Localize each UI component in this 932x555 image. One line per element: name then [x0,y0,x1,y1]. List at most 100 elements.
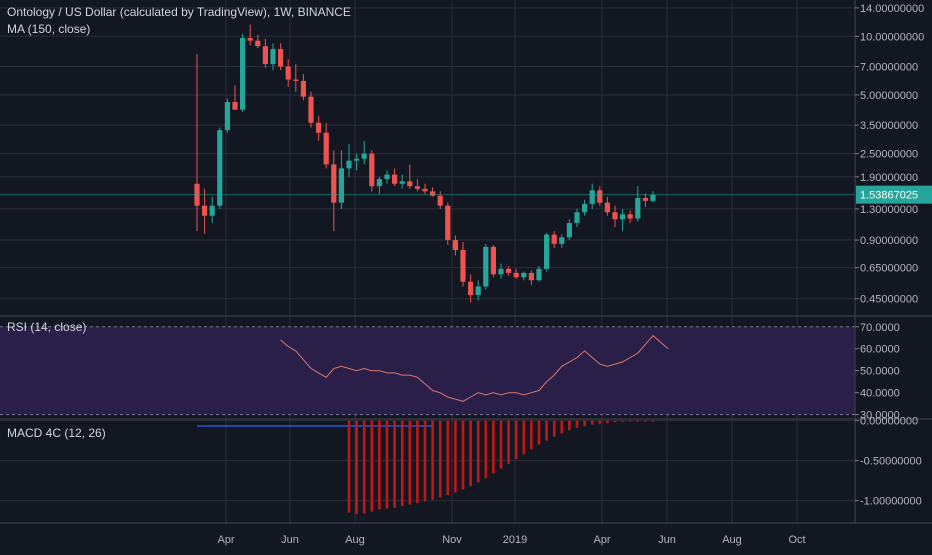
candle-body[interactable] [331,164,337,203]
candle-body[interactable] [346,160,352,169]
time-axis[interactable]: Apr Jun Aug Nov 2019 Apr Jun Aug Oct [217,534,805,546]
candle-body[interactable] [460,250,466,282]
candle-body[interactable] [521,272,527,278]
price-axis[interactable]: 14.00000000 10.00000000 7.00000000 5.000000… [855,3,932,508]
macd-bar [385,420,389,509]
candle-body[interactable] [582,203,588,213]
macd-bars-group [347,420,655,515]
macd-bar [598,420,602,424]
price-tick-label: 14.00000000 [860,3,924,15]
macd-legend: MACD 4C (12, 26) [7,425,106,442]
candle-body[interactable] [642,197,648,201]
candle-body[interactable] [255,40,261,47]
candle-body[interactable] [612,212,618,220]
candle-body[interactable] [414,186,420,189]
last-price-tag[interactable] [856,185,932,204]
price-tick-label: 1.90000000 [860,172,918,184]
candle-body[interactable] [323,132,329,165]
price-tick-label: 0.45000000 [860,294,918,306]
candle-body[interactable] [627,214,633,219]
candle-body[interactable] [202,205,208,216]
candle-body[interactable] [490,246,496,275]
macd-bar [355,420,358,515]
candle-body[interactable] [209,205,215,216]
time-tick-label: Apr [217,534,234,546]
candle-body[interactable] [278,49,284,67]
macd-bar [499,420,503,469]
candle-body[interactable] [407,181,413,187]
candle-body[interactable] [285,66,291,80]
macd-bar [636,420,640,422]
macd-bar [461,420,465,490]
macd-bar [454,420,457,493]
candle-body[interactable] [620,214,626,220]
candle-body[interactable] [559,237,565,244]
candle-body[interactable] [475,286,481,296]
price-tick-label: 7.00000000 [860,61,918,73]
candle-body[interactable] [498,268,504,275]
symbol-title[interactable]: Ontology / US Dollar (calculated by Trad… [7,5,351,19]
candle-body[interactable] [513,272,519,278]
candle-body[interactable] [650,194,656,201]
macd-bar [400,420,404,507]
candle-body[interactable] [316,122,322,133]
candle-body[interactable] [452,240,458,251]
candle-body[interactable] [293,79,299,81]
candle-body[interactable] [361,153,367,159]
candle-body[interactable] [437,195,443,206]
candle-body[interactable] [247,38,253,41]
macd-bar [507,420,510,464]
candle-body[interactable] [506,268,512,273]
candle-body[interactable] [604,202,610,213]
candle-body[interactable] [430,191,436,196]
time-tick-label: Nov [442,534,462,546]
candle-body[interactable] [483,246,489,287]
macd-bar [575,420,579,428]
candle-body[interactable] [300,80,306,97]
candle-body[interactable] [536,268,542,281]
candle-body[interactable] [422,188,428,192]
candle-body[interactable] [384,174,390,180]
ma-legend[interactable]: MA (150, close) [7,22,91,36]
candle-body[interactable] [224,102,230,131]
candle-body[interactable] [308,96,314,123]
candle-body[interactable] [574,212,580,224]
candle-body[interactable] [445,205,451,241]
candle-body[interactable] [399,181,405,184]
candle-body[interactable] [217,130,223,206]
candle-body[interactable] [376,179,382,187]
time-tick-label: Jun [658,534,676,546]
price-tick-label: 1.30000000 [860,204,918,216]
macd-bar [590,420,594,425]
rsi-label[interactable]: RSI (14, close) [7,320,87,334]
macd-bar [431,420,434,500]
candle-body[interactable] [544,234,550,269]
candle-body[interactable] [354,158,360,161]
macd-label[interactable]: MACD 4C (12, 26) [7,426,106,440]
candle-body[interactable] [369,153,375,187]
macd-bar [408,420,412,505]
macd-bar [628,420,632,422]
macd-bar [484,420,488,479]
candle-body[interactable] [597,190,603,203]
macd-bar [530,420,533,450]
candle-body[interactable] [528,272,534,281]
candle-body[interactable] [232,102,238,110]
candle-body[interactable] [566,223,572,238]
candle-body[interactable] [270,49,276,65]
candle-body[interactable] [635,197,641,219]
candle-body[interactable] [262,46,268,65]
candle-body[interactable] [589,190,595,204]
candle-body[interactable] [338,168,344,203]
macd-bar [378,420,381,510]
candle-body[interactable] [551,234,557,244]
candle-body[interactable] [468,281,474,296]
price-tick-label: 3.50000000 [860,120,918,132]
candle-body[interactable] [240,38,246,110]
time-tick-label: Aug [345,534,365,546]
candle-group [0,24,855,303]
macd-bar [476,420,480,483]
rsi-line [280,334,669,402]
candle-body[interactable] [392,174,398,184]
